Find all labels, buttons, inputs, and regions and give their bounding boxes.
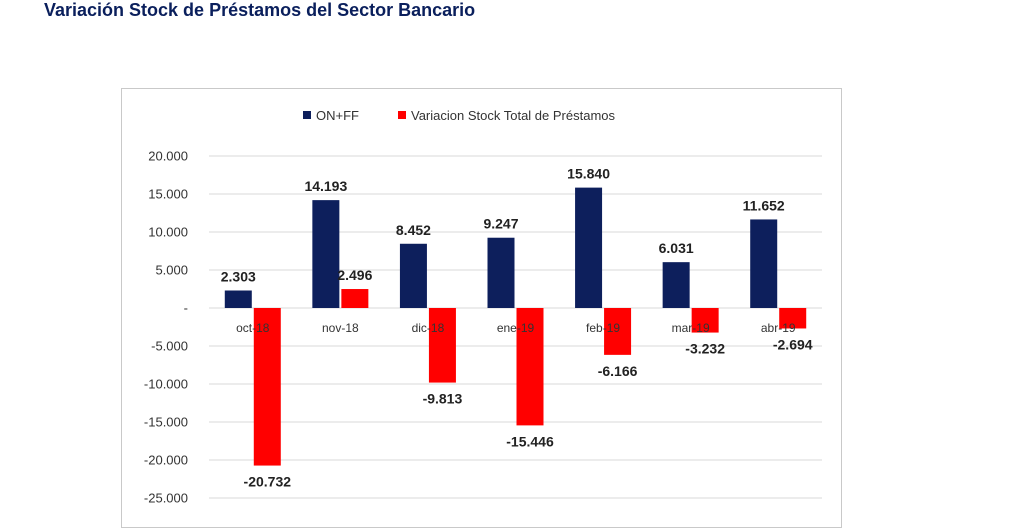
variacion-stock-data-label: 2.496 xyxy=(337,267,372,283)
variacion-stock-bar xyxy=(428,308,456,383)
variacion-stock-data-label: -9.813 xyxy=(423,391,463,407)
on-ff-bar xyxy=(312,200,340,308)
category-label: ene-19 xyxy=(497,321,535,335)
on-ff-data-label: 15.840 xyxy=(567,166,610,182)
variacion-stock-bar xyxy=(253,308,281,466)
legend-swatch xyxy=(398,111,406,119)
category-label: feb-19 xyxy=(586,321,620,335)
on-ff-bar xyxy=(750,219,778,308)
variacion-stock-data-label: -2.694 xyxy=(773,336,813,352)
category-label: dic-18 xyxy=(412,321,445,335)
category-label: nov-18 xyxy=(322,321,359,335)
y-tick-label: -5.000 xyxy=(151,339,188,354)
y-tick-label: -20.000 xyxy=(144,453,188,468)
on-ff-bar xyxy=(575,187,603,308)
page-title: Variación Stock de Préstamos del Sector … xyxy=(44,0,476,20)
variacion-stock-bar xyxy=(604,308,632,355)
legend-label: ON+FF xyxy=(316,108,359,123)
variacion-stock-bar xyxy=(779,308,807,329)
variacion-stock-bar xyxy=(516,308,544,426)
on-ff-bar xyxy=(399,243,427,308)
variacion-stock-data-label: -6.166 xyxy=(598,363,638,379)
category-label: abr-19 xyxy=(761,321,796,335)
on-ff-data-label: 14.193 xyxy=(304,178,347,194)
y-tick-label: -15.000 xyxy=(144,415,188,430)
y-tick-label: 15.000 xyxy=(148,187,188,202)
on-ff-bar xyxy=(662,262,690,308)
legend-label: Variacion Stock Total de Préstamos xyxy=(411,108,616,123)
y-tick-label: - xyxy=(184,301,188,316)
y-tick-label: 20.000 xyxy=(148,149,188,164)
on-ff-data-label: 9.247 xyxy=(483,216,518,232)
category-label: oct-18 xyxy=(236,321,270,335)
on-ff-data-label: 6.031 xyxy=(659,240,694,256)
variacion-stock-data-label: -3.232 xyxy=(685,341,725,357)
bar-chart: 20.000 15.000 10.000 5.000 - -5.000 -10.000 -15… xyxy=(144,108,822,506)
y-tick-label: 10.000 xyxy=(148,225,188,240)
y-tick-label: -10.000 xyxy=(144,377,188,392)
on-ff-data-label: 8.452 xyxy=(396,222,431,238)
on-ff-bar xyxy=(224,290,252,308)
y-tick-label: -25.000 xyxy=(144,491,188,506)
variacion-stock-bar xyxy=(341,289,369,308)
on-ff-data-label: 11.652 xyxy=(743,197,785,213)
y-tick-label: 5.000 xyxy=(155,263,188,278)
category-label: mar-19 xyxy=(672,321,710,335)
legend-swatch xyxy=(303,111,311,119)
on-ff-bar xyxy=(487,237,515,308)
on-ff-data-label: 2.303 xyxy=(221,268,256,284)
variacion-stock-data-label: -15.446 xyxy=(506,433,554,449)
chart-frame: 20.000 15.000 10.000 5.000 - -5.000 -10.000 -15… xyxy=(121,88,842,528)
variacion-stock-bar xyxy=(691,308,719,333)
variacion-stock-data-label: -20.732 xyxy=(244,474,292,490)
